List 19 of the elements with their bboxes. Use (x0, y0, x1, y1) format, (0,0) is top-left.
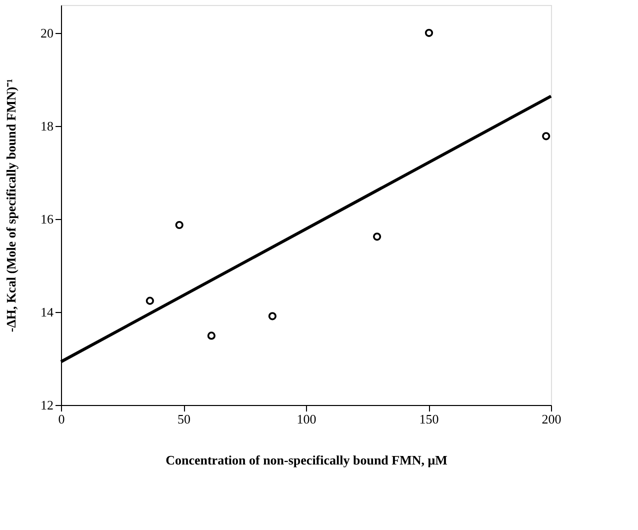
x-tick-label: 100 (296, 412, 316, 426)
point (175, 220, 184, 230)
point (146, 296, 154, 305)
y-tick-label: 12 (40, 398, 54, 412)
x-axis-title: Concentration of non-specifically bound FMN, μM (166, 452, 448, 468)
y-tick-label: 18 (40, 118, 54, 134)
x-tick-label: 0 (58, 412, 65, 426)
x-tick-label: 50 (178, 412, 190, 426)
point (424, 28, 434, 37)
x-tick-label: 150 (419, 412, 439, 426)
y-tick-label: 20 (40, 25, 54, 40)
y-tick-label: 14 (40, 304, 54, 320)
point (542, 132, 550, 140)
point (268, 312, 276, 320)
point (207, 332, 216, 340)
y-tick-label: 16 (40, 211, 54, 226)
x-tick-label: 200 (542, 412, 562, 426)
y-axis-title: -ΔH, Kcal (Mole of specifically bound FMN)⁻¹ (4, 78, 18, 332)
point (372, 232, 382, 241)
